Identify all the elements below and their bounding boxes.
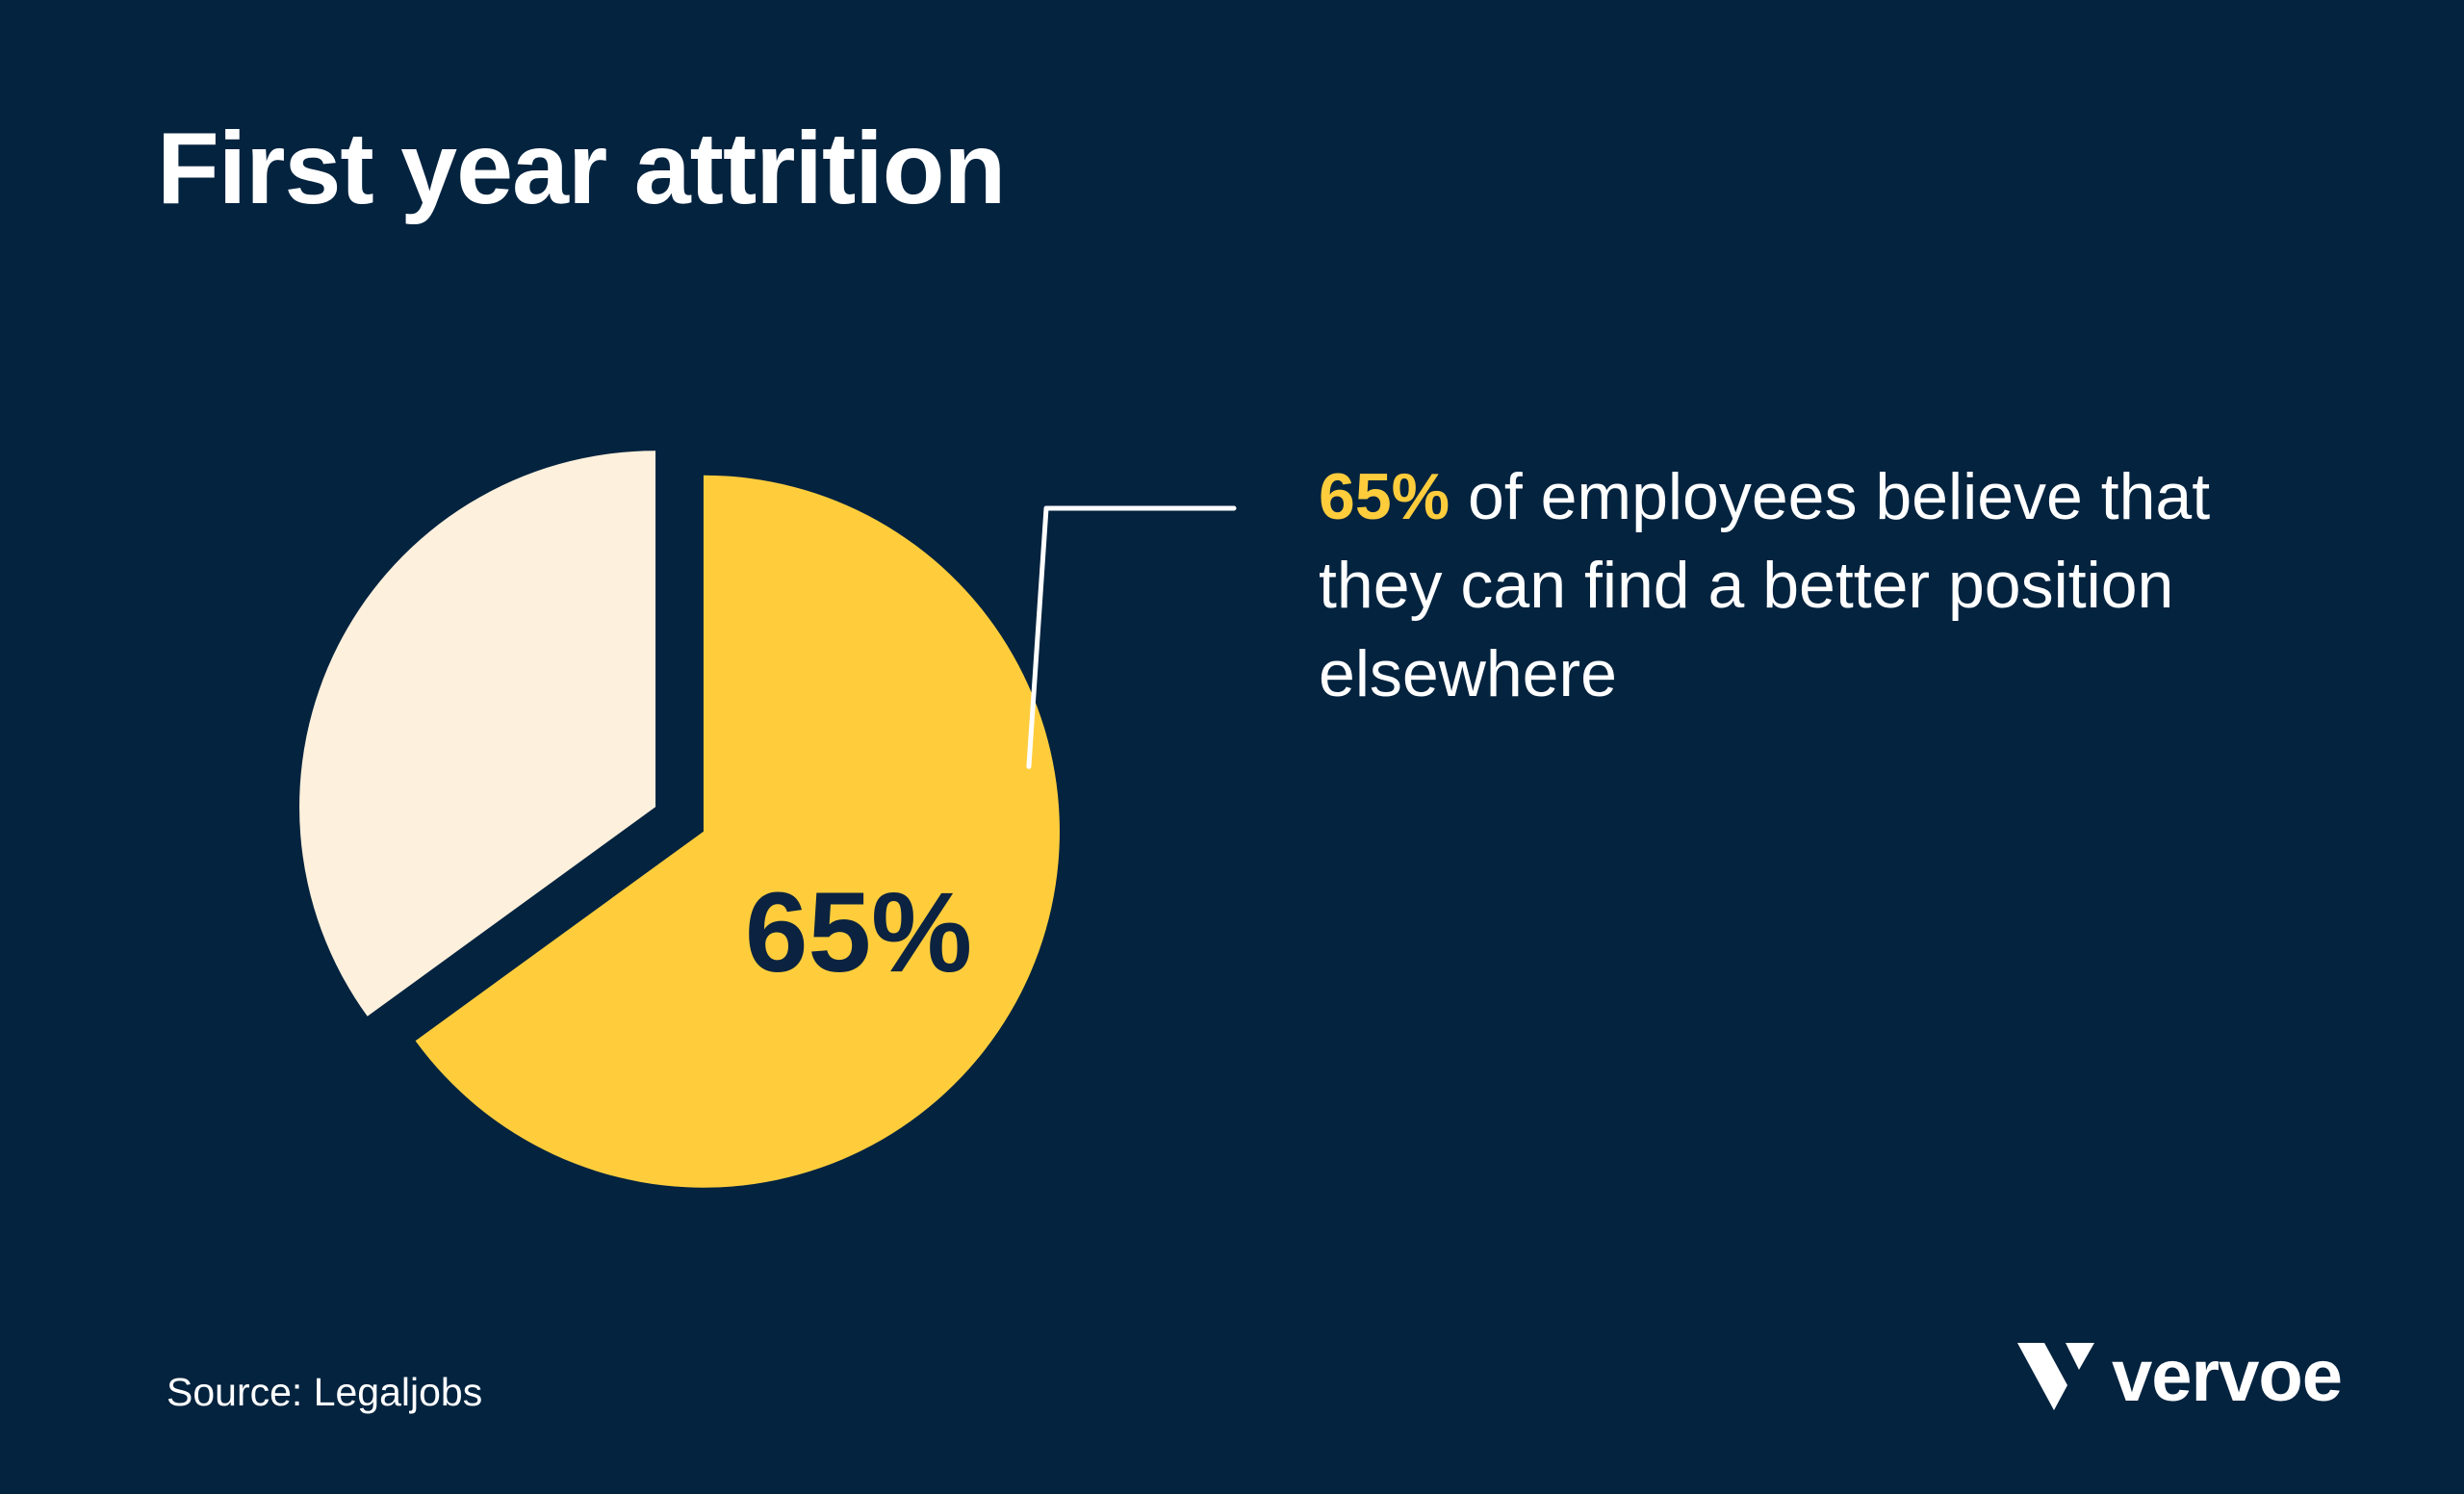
pie-slice-1	[415, 475, 1060, 1188]
callout-body: of employees believe that they can find …	[1319, 460, 2211, 710]
brand-name: vervoe	[2112, 1335, 2343, 1417]
callout-leader-line	[1026, 505, 1237, 769]
brand-logo: vervoe	[2017, 1335, 2343, 1417]
slice-label-main: 65%	[745, 869, 972, 996]
pie-slices	[299, 451, 1060, 1188]
callout-text: 65% of employees believe that they can f…	[1319, 452, 2281, 718]
v-mark-icon	[2017, 1343, 2094, 1410]
pie-slice-2	[299, 451, 656, 1017]
page-title: First year attrition	[157, 112, 1006, 225]
callout-highlight: 65%	[1319, 460, 1450, 533]
source-label: Source: Legaljobs	[167, 1370, 483, 1414]
